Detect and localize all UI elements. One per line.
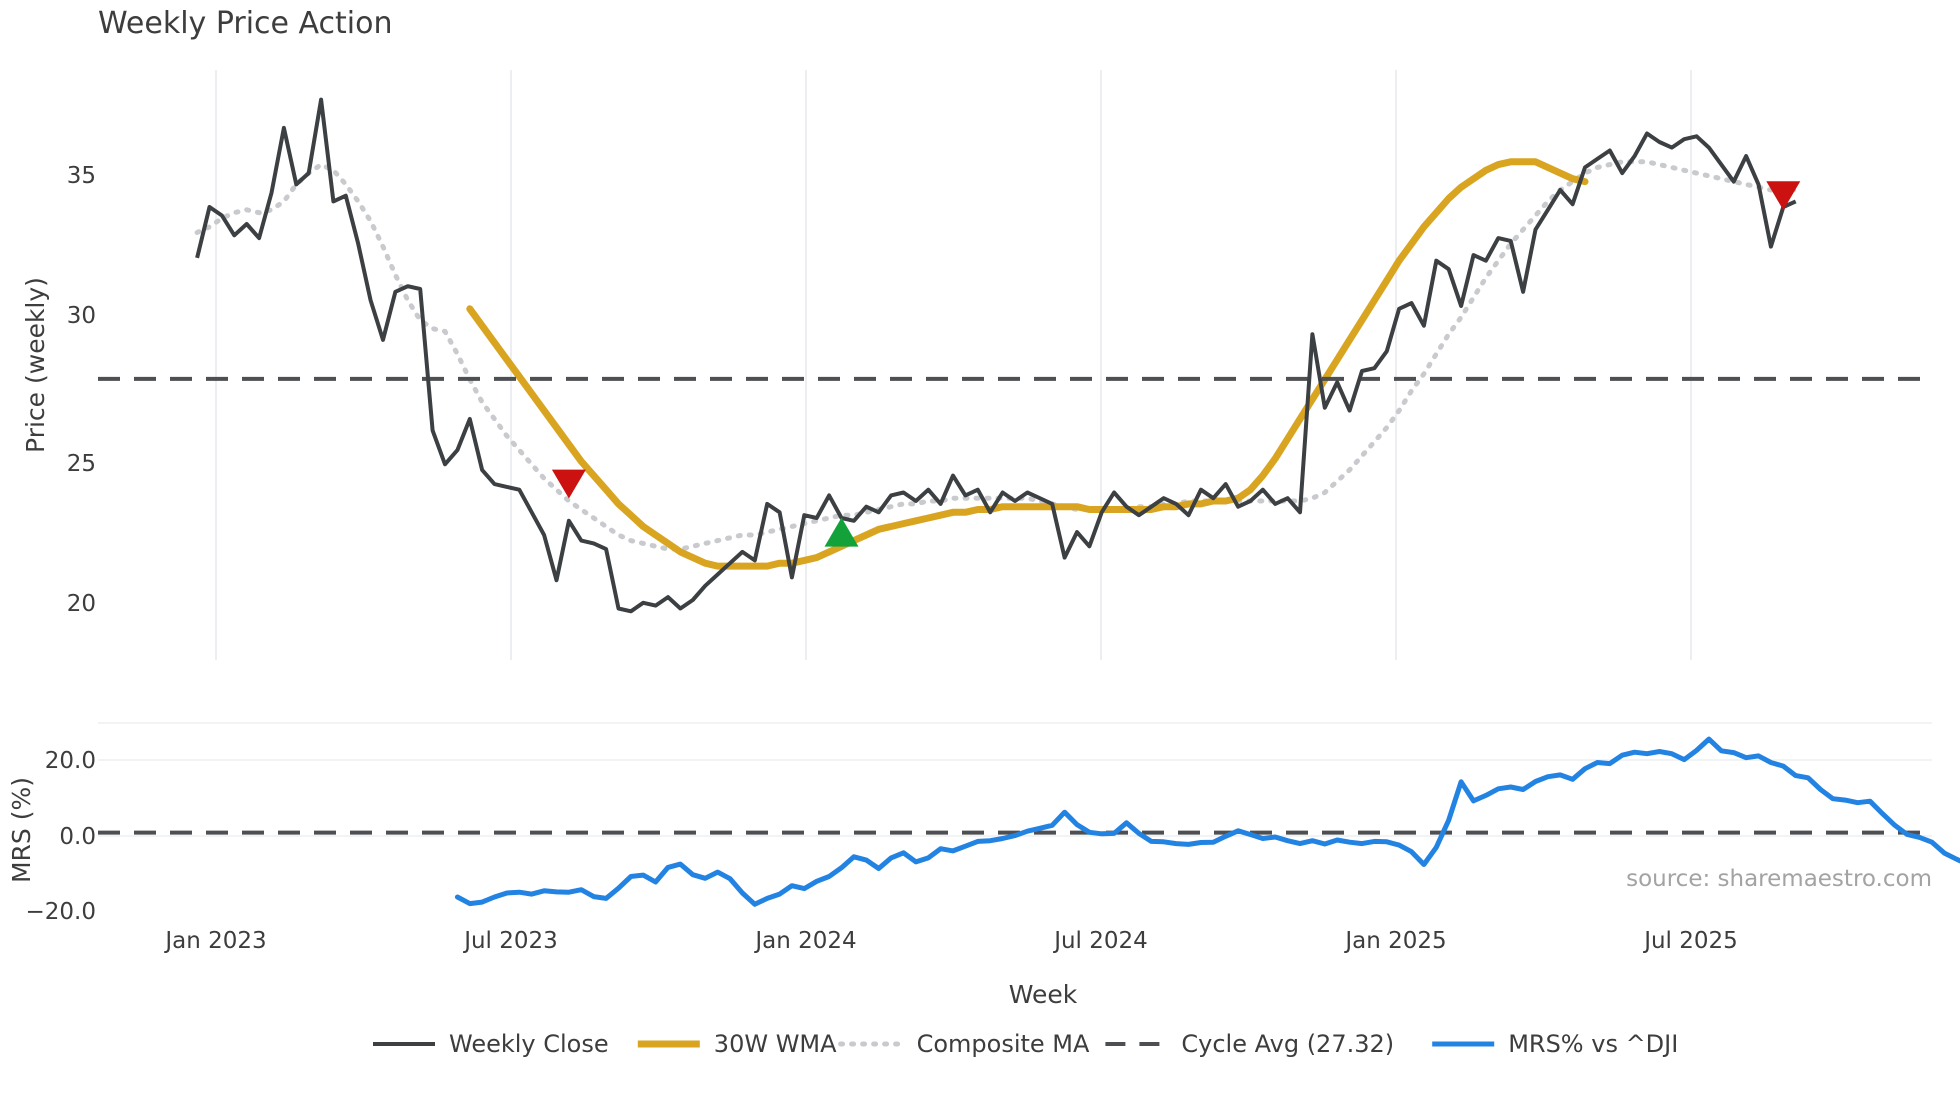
price-ytick-35: 35	[67, 163, 96, 189]
xtick-jan-2023: Jan 2023	[163, 928, 266, 954]
xtick-jan-2025: Jan 2025	[1343, 928, 1446, 954]
xtick-jul-2024: Jul 2024	[1052, 928, 1148, 954]
buy-signal-marker	[824, 517, 859, 547]
mrs-ytick-0: 0.0	[59, 824, 96, 850]
source-watermark: source: sharemaestro.com	[1626, 866, 1932, 892]
price-ytick-25: 25	[67, 451, 96, 477]
sell-signal-marker	[551, 469, 586, 499]
price-ytick-30: 30	[67, 303, 96, 329]
price-ytick-labels: 35 30 25 20	[67, 163, 96, 617]
page-title: Weekly Price Action	[98, 6, 393, 41]
composite-ma-line	[194, 159, 1799, 552]
price-series-group	[98, 97, 1932, 614]
price-vertical-gridlines	[215, 70, 1692, 660]
price-panel: 35 30 25 20 Price (weekly)	[21, 70, 1932, 660]
xtick-jan-2024: Jan 2024	[753, 928, 856, 954]
legend-label: 30W WMA	[714, 1030, 837, 1058]
signal-markers	[551, 181, 1801, 547]
mrs-ytick-labels: 20.0 0.0 −20.0	[26, 748, 96, 925]
mrs-yaxis-label: MRS (%)	[7, 777, 36, 883]
x-axis: Jan 2023 Jul 2023 Jan 2024 Jul 2024 Jan …	[163, 928, 1737, 1009]
xaxis-label: Week	[1009, 980, 1078, 1009]
price-ytick-20: 20	[67, 591, 96, 617]
legend-label: Cycle Avg (27.32)	[1181, 1030, 1394, 1058]
legend-label: MRS% vs ^DJI	[1508, 1030, 1678, 1058]
mrs-line	[454, 736, 1960, 907]
mrs-ytick-neg20: −20.0	[26, 899, 96, 925]
legend-label: Composite MA	[917, 1030, 1090, 1058]
sell-signal-marker	[1766, 181, 1801, 211]
price-yaxis-label: Price (weekly)	[21, 277, 50, 453]
wma-line	[466, 158, 1589, 570]
mrs-panel: 20.0 0.0 −20.0 MRS (%) source: sharemaes…	[7, 722, 1960, 925]
xtick-jul-2025: Jul 2025	[1642, 928, 1738, 954]
xtick-jul-2023: Jul 2023	[462, 928, 558, 954]
legend-label: Weekly Close	[449, 1030, 609, 1058]
mrs-ytick-20: 20.0	[45, 748, 96, 774]
chart-legend: Weekly Close 30W WMA Composite MA Cycle Avg…	[373, 1030, 1678, 1058]
weekly-close-line	[195, 97, 1797, 614]
